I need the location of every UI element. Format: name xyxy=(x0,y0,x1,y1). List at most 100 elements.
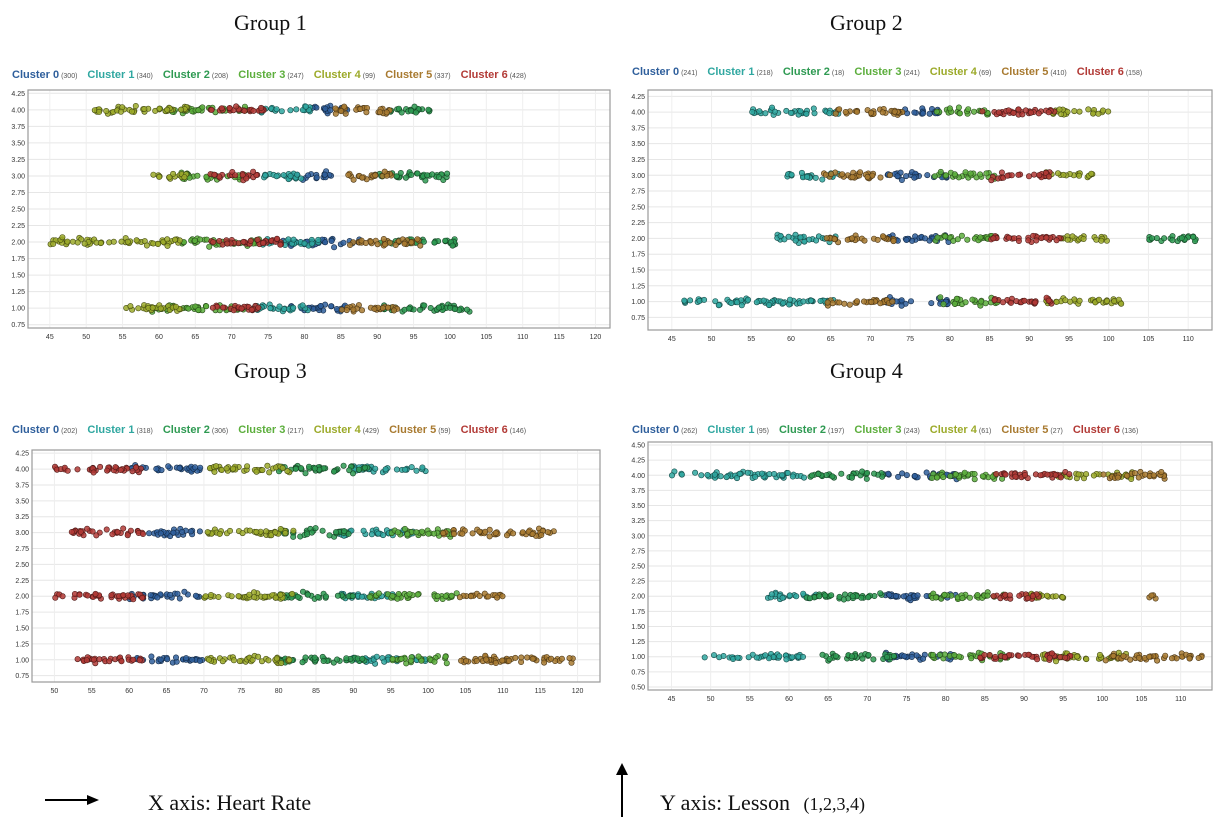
data-point-cluster-6 xyxy=(250,107,257,114)
data-point-cluster-5 xyxy=(358,307,365,314)
data-point-cluster-2 xyxy=(849,593,856,600)
data-point-cluster-1 xyxy=(826,110,833,117)
data-point-cluster-5 xyxy=(376,109,383,116)
legend-label: Cluster 5 xyxy=(1001,424,1049,436)
data-point-cluster-3 xyxy=(955,104,962,111)
legend-label: Cluster 3 xyxy=(854,66,902,78)
data-point-cluster-1 xyxy=(716,654,723,661)
legend-label: Cluster 4 xyxy=(929,66,977,78)
data-point-cluster-2 xyxy=(859,468,866,475)
data-point-cluster-5 xyxy=(836,106,843,113)
legend-count: (300) xyxy=(61,73,78,80)
legend-count: (99) xyxy=(362,73,376,80)
data-point-cluster-6 xyxy=(90,469,97,476)
data-point-cluster-2 xyxy=(359,655,366,662)
data-point-cluster-1 xyxy=(315,236,322,243)
data-point-cluster-2 xyxy=(320,658,327,665)
data-point-cluster-4 xyxy=(239,530,246,537)
data-point-cluster-0 xyxy=(327,107,334,114)
data-point-cluster-6 xyxy=(273,235,280,242)
legend-count: (146) xyxy=(509,428,527,435)
data-point-cluster-3 xyxy=(195,307,202,314)
data-point-cluster-6 xyxy=(64,467,71,474)
data-point-cluster-4 xyxy=(1073,653,1080,660)
data-point-cluster-5 xyxy=(828,171,835,178)
data-point-cluster-4 xyxy=(128,108,135,115)
data-point-cluster-1 xyxy=(777,232,784,239)
data-point-cluster-4 xyxy=(272,529,279,536)
legend-count: (340) xyxy=(136,73,153,80)
data-point-cluster-5 xyxy=(529,530,536,537)
data-point-cluster-2 xyxy=(1190,234,1197,241)
x-tick-label: 80 xyxy=(946,336,954,343)
legend-label: Cluster 0 xyxy=(12,69,60,81)
x-tick-label: 105 xyxy=(1143,336,1155,343)
data-point-cluster-3 xyxy=(418,528,425,535)
data-point-cluster-1 xyxy=(776,653,783,660)
data-point-cluster-5 xyxy=(1110,652,1117,659)
group-1-title: Group 1 xyxy=(234,10,307,35)
data-point-cluster-5 xyxy=(1120,653,1127,660)
data-point-cluster-3 xyxy=(970,108,977,115)
data-point-cluster-2 xyxy=(425,106,432,113)
data-point-cluster-2 xyxy=(334,592,341,599)
data-point-cluster-4 xyxy=(264,462,271,469)
data-point-cluster-2 xyxy=(1161,235,1168,242)
data-point-cluster-2 xyxy=(361,464,368,471)
data-point-cluster-4 xyxy=(206,656,213,663)
data-point-cluster-2 xyxy=(302,654,309,661)
data-point-cluster-2 xyxy=(402,174,409,181)
data-point-cluster-5 xyxy=(529,655,536,662)
data-point-cluster-6 xyxy=(1025,173,1032,180)
data-point-cluster-1 xyxy=(762,652,769,659)
data-point-cluster-3 xyxy=(969,296,976,303)
legend-count: (61) xyxy=(978,428,992,435)
data-point-cluster-6 xyxy=(127,527,134,534)
data-point-cluster-5 xyxy=(518,654,525,661)
data-point-cluster-5 xyxy=(359,174,366,181)
data-point-cluster-3 xyxy=(406,591,413,598)
data-point-cluster-3 xyxy=(941,591,948,598)
data-point-cluster-1 xyxy=(779,594,786,601)
data-point-cluster-0 xyxy=(924,172,931,179)
data-point-cluster-6 xyxy=(1013,298,1020,305)
data-point-cluster-1 xyxy=(375,530,382,537)
data-point-cluster-4 xyxy=(265,657,272,664)
data-point-cluster-1 xyxy=(678,471,685,478)
data-point-cluster-6 xyxy=(108,592,115,599)
data-point-cluster-0 xyxy=(167,591,174,598)
legend-label: Cluster 2 xyxy=(162,69,210,81)
data-point-cluster-1 xyxy=(287,173,294,180)
data-point-cluster-1 xyxy=(787,296,794,303)
data-point-cluster-4 xyxy=(246,591,253,598)
data-point-cluster-3 xyxy=(965,106,972,113)
data-point-cluster-0 xyxy=(907,298,914,305)
data-point-cluster-4 xyxy=(253,528,260,535)
data-point-cluster-6 xyxy=(1035,110,1042,117)
data-point-cluster-6 xyxy=(120,592,127,599)
data-point-cluster-4 xyxy=(290,527,297,534)
data-point-cluster-5 xyxy=(450,531,457,538)
data-point-cluster-6 xyxy=(218,105,225,112)
data-point-cluster-1 xyxy=(402,466,409,473)
data-point-cluster-5 xyxy=(868,299,875,306)
data-point-cluster-0 xyxy=(894,173,901,180)
data-point-cluster-4 xyxy=(156,173,163,180)
x-tick-label: 100 xyxy=(444,334,456,341)
data-point-cluster-6 xyxy=(990,235,997,242)
y-tick-label: 3.50 xyxy=(631,141,645,148)
data-point-cluster-4 xyxy=(1052,593,1059,600)
data-point-cluster-4 xyxy=(164,106,171,113)
data-point-cluster-2 xyxy=(828,592,835,599)
data-point-cluster-3 xyxy=(929,651,936,658)
data-point-cluster-1 xyxy=(744,469,751,476)
data-point-cluster-0 xyxy=(183,655,190,662)
data-point-cluster-5 xyxy=(891,108,898,115)
data-point-cluster-6 xyxy=(1019,111,1026,118)
y-tick-label: 3.25 xyxy=(631,518,645,525)
data-point-cluster-0 xyxy=(885,470,892,477)
data-point-cluster-3 xyxy=(931,173,938,180)
data-point-cluster-1 xyxy=(808,297,815,304)
data-point-cluster-6 xyxy=(1031,171,1038,178)
data-point-cluster-4 xyxy=(202,593,209,600)
